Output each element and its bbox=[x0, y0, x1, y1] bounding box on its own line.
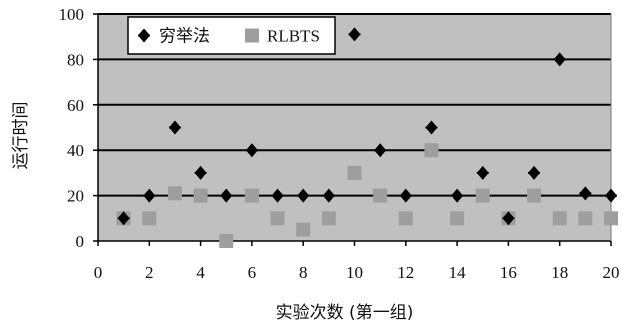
x-tick-labels: 0 2 4 6 8 10 12 14 16 18 20 bbox=[94, 263, 620, 282]
rlbts-point bbox=[398, 211, 413, 226]
axes bbox=[93, 13, 612, 246]
y-tick-label: 80 bbox=[67, 50, 84, 69]
y-axis-label: 运行时间 bbox=[11, 102, 31, 170]
exhaustive-point-cross bbox=[476, 166, 489, 179]
exhaustive-point-cross bbox=[348, 28, 361, 41]
exhaustive-point-cross bbox=[194, 166, 207, 179]
x-tick-label: 0 bbox=[94, 263, 103, 282]
x-tick-label: 8 bbox=[299, 263, 308, 282]
exhaustive-point-cross bbox=[220, 189, 233, 202]
data-points bbox=[116, 27, 618, 248]
legend: 穷举法 RLBTS bbox=[127, 16, 336, 55]
rlbts-point bbox=[578, 211, 593, 226]
gridlines bbox=[98, 13, 611, 197]
rlbts-point bbox=[167, 186, 182, 201]
rlbts-point bbox=[219, 234, 234, 248]
legend-marker-square bbox=[245, 28, 259, 43]
exhaustive-point-cross bbox=[425, 121, 438, 134]
legend-box bbox=[127, 16, 336, 55]
x-tick-label: 14 bbox=[449, 263, 467, 282]
y-tick-label: 20 bbox=[67, 187, 84, 206]
x-tick-label: 18 bbox=[551, 263, 568, 282]
rlbts-point bbox=[527, 188, 542, 203]
rlbts-point bbox=[475, 188, 490, 203]
rlbts-point bbox=[347, 165, 362, 180]
legend-label: 穷举法 bbox=[159, 27, 210, 47]
legend-label: RLBTS bbox=[267, 27, 320, 46]
x-tick-label: 6 bbox=[248, 263, 257, 282]
x-tick-label: 2 bbox=[145, 263, 154, 282]
exhaustive-point-cross bbox=[322, 189, 335, 202]
exhaustive-point-cross bbox=[451, 189, 464, 202]
exhaustive-point-cross bbox=[297, 189, 310, 202]
rlbts-point bbox=[424, 143, 439, 158]
x-tick-label: 20 bbox=[603, 263, 620, 282]
rlbts-point bbox=[450, 211, 465, 226]
exhaustive-point-cross bbox=[271, 189, 284, 202]
exhaustive-point-cross bbox=[502, 212, 515, 225]
rlbts-point bbox=[604, 211, 618, 226]
rlbts-point bbox=[296, 222, 311, 237]
exhaustive-point-cross bbox=[374, 144, 387, 157]
exhaustive-point-cross bbox=[605, 189, 617, 202]
x-tick-label: 4 bbox=[196, 263, 205, 282]
x-axis-label: 实验次数 (第一组) bbox=[276, 303, 414, 323]
exhaustive-point-cross bbox=[168, 121, 181, 134]
rlbts-point bbox=[552, 211, 567, 226]
x-tick-label: 16 bbox=[500, 263, 517, 282]
y-tick-label: 100 bbox=[59, 5, 85, 24]
exhaustive-point-cross bbox=[579, 187, 592, 200]
exhaustive-point-cross bbox=[528, 166, 541, 179]
rlbts-point bbox=[321, 211, 336, 226]
exhaustive-point-cross bbox=[245, 144, 258, 157]
x-tick-label: 10 bbox=[346, 263, 363, 282]
y-tick-labels: 0 20 40 60 80 100 bbox=[59, 5, 85, 251]
x-tick-label: 12 bbox=[397, 263, 414, 282]
y-tick-label: 60 bbox=[67, 96, 84, 115]
y-tick-label: 0 bbox=[76, 232, 85, 251]
y-tick-label: 40 bbox=[67, 141, 84, 160]
exhaustive-point-cross bbox=[143, 189, 156, 202]
rlbts-point bbox=[373, 188, 388, 203]
rlbts-point bbox=[270, 211, 285, 226]
rlbts-point bbox=[142, 211, 157, 226]
rlbts-point bbox=[193, 188, 208, 203]
exhaustive-point-cross bbox=[117, 212, 130, 225]
exhaustive-point-cross bbox=[553, 53, 566, 66]
rlbts-point bbox=[244, 188, 259, 203]
exhaustive-point-cross bbox=[399, 189, 412, 202]
legend-marker-cross bbox=[138, 29, 150, 42]
